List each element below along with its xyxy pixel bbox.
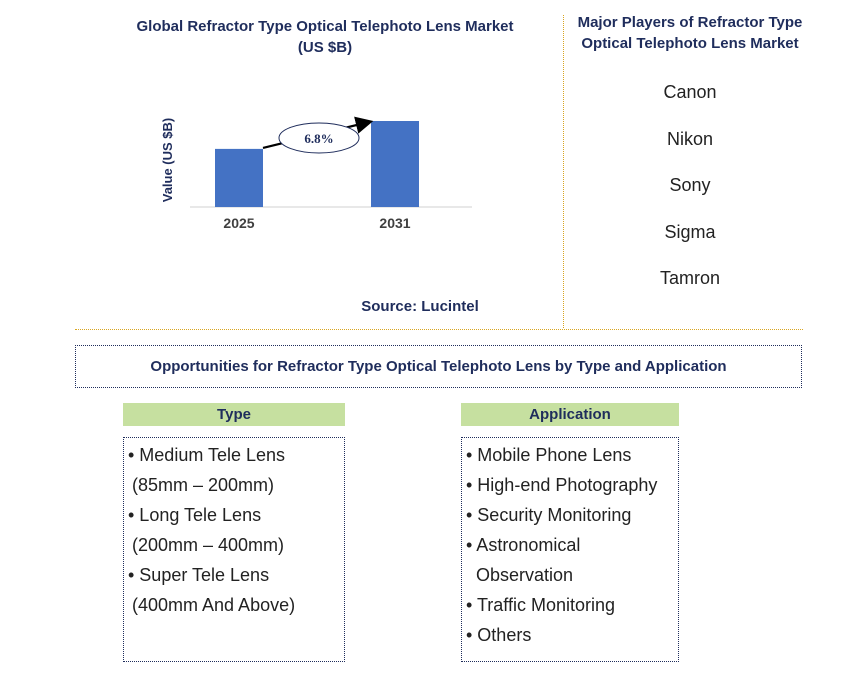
list-item: • Traffic Monitoring [466,595,616,615]
bar-2031 [371,121,419,207]
source-label: Source: Lucintel [361,298,479,315]
application-heading: Application [461,403,679,426]
player-item: Nikon [666,128,714,149]
player-item: Canon [663,82,717,102]
list-item: • Super Tele Lens [128,565,270,585]
vertical-divider [563,15,564,328]
player-item: Tamron [659,268,721,288]
type-heading: Type [123,403,345,426]
application-list: • Mobile Phone Lens • High-end Photograph… [461,437,679,662]
list-item: • Medium Tele Lens [128,445,286,465]
list-item: • Astronomical [466,535,581,555]
list-item: • High-end Photography [466,475,658,495]
list-item: • Security Monitoring [466,505,632,525]
x-tick-label: 2025 [223,215,254,231]
list-item: (85mm – 200mm) [132,475,275,495]
cagr-ellipse [278,122,360,154]
chart-title: Global Refractor Type Optical Telephoto … [136,18,514,56]
player-item: Sigma [664,221,716,242]
horizontal-divider [75,329,803,330]
players-title: Major Players of Refractor Type Optical … [577,14,803,52]
cagr-label: 6.8% [304,131,333,146]
player-item: Sony [669,175,711,195]
type-list: • Medium Tele Lens (85mm – 200mm) • Long T… [123,437,345,662]
bar-chart: Value (US $B) 2025 2031 6.8% [160,116,472,231]
list-item: • Mobile Phone Lens [466,445,632,465]
list-item: (200mm – 400mm) [132,535,285,555]
list-item: (400mm And Above) [132,595,296,615]
list-item: Observation [476,565,574,585]
x-tick-label: 2031 [379,215,410,231]
list-item: • Long Tele Lens [128,505,262,525]
y-axis-label: Value (US $B) [160,118,175,203]
list-item: • Others [466,625,532,645]
opportunities-banner: Opportunities for Refractor Type Optical… [75,345,802,388]
bar-2025 [215,148,263,207]
